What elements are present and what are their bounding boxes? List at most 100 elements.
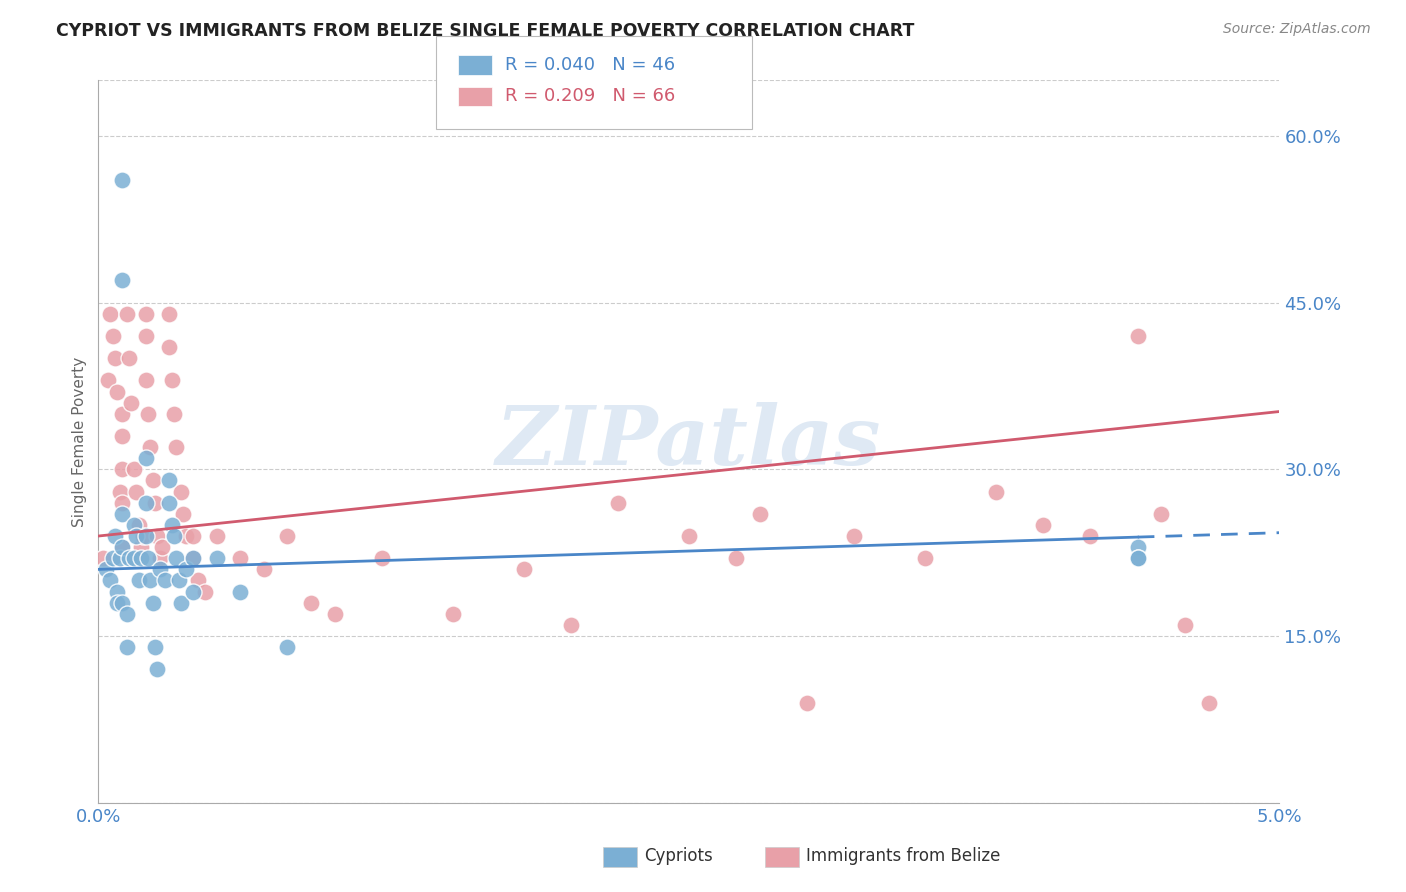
Point: [607, 496, 630, 510]
Point: [163, 529, 186, 543]
Point: [132, 529, 155, 543]
Point: [108, 484, 131, 499]
Point: [1150, 507, 1173, 521]
Point: [105, 596, 128, 610]
Point: [135, 496, 157, 510]
Point: [115, 607, 138, 621]
Point: [97, 373, 120, 387]
Point: [122, 551, 145, 566]
Point: [135, 373, 157, 387]
Point: [725, 551, 748, 566]
Point: [1126, 551, 1149, 566]
Point: [111, 540, 134, 554]
Point: [143, 496, 166, 510]
Point: [105, 384, 128, 399]
Point: [371, 551, 394, 566]
Point: [118, 551, 141, 566]
Point: [441, 607, 464, 621]
Point: [128, 517, 150, 532]
Point: [146, 662, 169, 676]
Point: [136, 551, 159, 566]
Point: [1198, 696, 1220, 710]
Point: [1080, 529, 1102, 543]
Point: [135, 329, 157, 343]
Point: [143, 640, 166, 655]
Point: [121, 395, 143, 409]
Point: [984, 484, 1007, 499]
Point: [111, 173, 134, 187]
Point: [122, 517, 145, 532]
Point: [135, 307, 157, 321]
Point: [135, 529, 157, 543]
Point: [125, 529, 148, 543]
Text: CYPRIOT VS IMMIGRANTS FROM BELIZE SINGLE FEMALE POVERTY CORRELATION CHART: CYPRIOT VS IMMIGRANTS FROM BELIZE SINGLE…: [56, 22, 915, 40]
Point: [1126, 329, 1149, 343]
Point: [111, 507, 134, 521]
Point: [165, 440, 187, 454]
Point: [115, 640, 138, 655]
Point: [111, 407, 134, 421]
Point: [111, 540, 134, 554]
Point: [149, 551, 172, 566]
Text: ZIPatlas: ZIPatlas: [496, 401, 882, 482]
Point: [111, 429, 134, 443]
Point: [512, 562, 534, 576]
Point: [181, 584, 204, 599]
Point: [205, 551, 228, 566]
Point: [796, 696, 818, 710]
Point: [181, 529, 204, 543]
Point: [253, 562, 276, 576]
Point: [139, 440, 162, 454]
Point: [111, 596, 134, 610]
Point: [1174, 618, 1197, 632]
Point: [323, 607, 346, 621]
Point: [276, 640, 298, 655]
Point: [129, 540, 152, 554]
Point: [139, 574, 162, 588]
Point: [149, 562, 172, 576]
Point: [172, 507, 194, 521]
Point: [142, 596, 165, 610]
Point: [104, 351, 127, 366]
Point: [181, 551, 204, 566]
Point: [142, 474, 165, 488]
Y-axis label: Single Female Poverty: Single Female Poverty: [72, 357, 87, 526]
Point: [105, 584, 128, 599]
Point: [299, 596, 322, 610]
Point: [187, 574, 209, 588]
Point: [153, 574, 176, 588]
Point: [108, 551, 131, 566]
Point: [135, 451, 157, 466]
Point: [157, 307, 180, 321]
Point: [174, 529, 197, 543]
Point: [160, 373, 183, 387]
Point: [157, 340, 180, 354]
Point: [194, 584, 217, 599]
Point: [125, 484, 148, 499]
Point: [560, 618, 582, 632]
Point: [157, 474, 180, 488]
Point: [118, 351, 141, 366]
Point: [104, 529, 127, 543]
Point: [174, 562, 197, 576]
Point: [98, 307, 121, 321]
Point: [678, 529, 700, 543]
Point: [844, 529, 866, 543]
Point: [1032, 517, 1054, 532]
Point: [914, 551, 936, 566]
Point: [276, 529, 298, 543]
Text: R = 0.209   N = 66: R = 0.209 N = 66: [505, 87, 675, 105]
Point: [160, 517, 183, 532]
Point: [167, 574, 190, 588]
Point: [111, 462, 134, 476]
Point: [101, 329, 124, 343]
Point: [111, 496, 134, 510]
Text: Immigrants from Belize: Immigrants from Belize: [806, 847, 1000, 865]
Point: [170, 484, 193, 499]
Point: [98, 574, 121, 588]
Point: [165, 551, 187, 566]
Point: [91, 551, 114, 566]
Point: [229, 551, 252, 566]
Point: [163, 407, 186, 421]
Point: [128, 574, 150, 588]
